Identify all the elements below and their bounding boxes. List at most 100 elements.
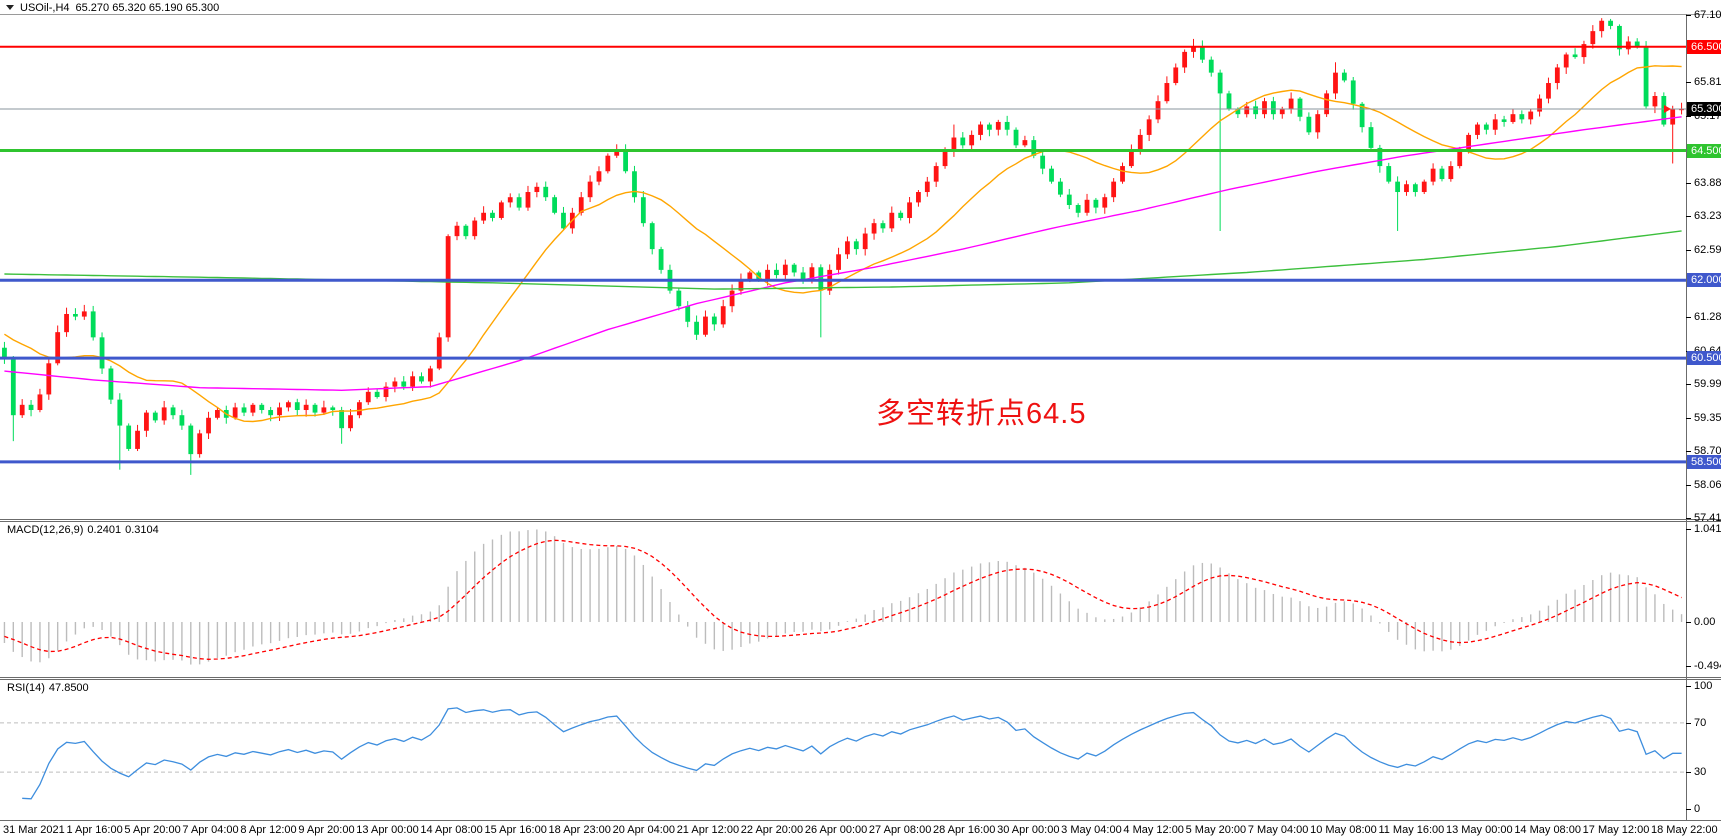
candle-body (179, 415, 185, 426)
candle-body (1608, 20, 1613, 26)
candle-body (1084, 199, 1090, 213)
candle-body (1235, 108, 1241, 115)
price-tick-label-tick (1686, 15, 1691, 16)
level-price-badge: 66.500 (1687, 40, 1721, 54)
candle-body (419, 376, 424, 382)
price-tick-label-tick (1686, 82, 1691, 83)
rsi-label-row: RSI(14) 47.8500 (7, 682, 93, 694)
symbol-dropdown-caret-icon[interactable] (6, 5, 14, 10)
time-axis-label: 30 Apr 00:00 (997, 824, 1060, 836)
candle-body (561, 212, 566, 229)
candle-body (747, 272, 753, 281)
price-tick-label-tick (1686, 116, 1691, 117)
candle-body (720, 306, 726, 325)
candle-body (632, 171, 637, 198)
candle-body (1412, 184, 1418, 193)
candle-body (614, 150, 620, 156)
price-tick-label-tick (1686, 518, 1691, 519)
price-tick-label: 61.285 (1694, 311, 1721, 323)
macd-indicator-canvas[interactable] (0, 521, 1686, 677)
candle-body (55, 332, 61, 364)
candle-body (1244, 106, 1250, 115)
time-axis[interactable]: 31 Mar 2021 1 Apr 16:00 5 Apr 20:00 7 Apr 0… (0, 822, 1721, 838)
candle-body (676, 290, 682, 307)
candle-body (969, 134, 975, 146)
candle-body (1146, 119, 1152, 135)
rsi-tick-label: 100 (1694, 680, 1713, 692)
chart-text-annotation[interactable]: 多空转折点64.5 (876, 398, 1087, 430)
price-tick-label: 58.705 (1694, 445, 1721, 457)
candle-body (782, 264, 788, 276)
price-tick-label: 63.880 (1694, 177, 1721, 189)
candle-body (1634, 41, 1640, 47)
time-axis-label: 31 Mar 2021 (3, 824, 65, 836)
candle-body (1350, 80, 1356, 104)
candle-body (427, 368, 433, 382)
candle-body (1377, 147, 1383, 167)
candle-body (1253, 106, 1259, 115)
candle-body (454, 225, 460, 237)
candle-body (392, 381, 398, 387)
candle-body (1333, 72, 1338, 94)
candle-body (410, 376, 416, 387)
candle-body (951, 137, 957, 151)
main-panel-bottom-border (0, 519, 1721, 520)
candle-body (1341, 72, 1347, 81)
candle-body (1501, 119, 1507, 122)
candle-body (552, 197, 558, 213)
ma-mid-line (4, 116, 1682, 392)
candle-body (144, 412, 149, 431)
rsi-tick-label-tick (1686, 809, 1691, 810)
time-axis-label: 7 May 04:00 (1247, 824, 1309, 836)
candle-body (1315, 114, 1321, 133)
candle-body (1155, 101, 1161, 120)
macd-value-signal: 0.3104 (125, 524, 159, 536)
candle-body (303, 404, 309, 411)
candle-body (960, 137, 966, 146)
candle-body (1262, 101, 1267, 115)
candle-body (1430, 168, 1436, 182)
candle-body (889, 212, 895, 229)
candle-body (268, 410, 274, 416)
main-panel-top-border (0, 14, 1721, 15)
candle-body (1510, 114, 1516, 122)
time-axis-label: 3 May 04:00 (1061, 824, 1122, 836)
main-chart-canvas[interactable] (0, 14, 1686, 519)
candle-body (1679, 108, 1684, 111)
time-axis-label: 27 Apr 08:00 (868, 824, 932, 836)
candle-body (1581, 44, 1587, 58)
candle-body (845, 241, 850, 255)
macd-signal-line (4, 539, 1682, 660)
candle-body (126, 425, 132, 449)
candle-body (481, 212, 487, 221)
price-tick-label-tick (1686, 216, 1691, 217)
candle-body (578, 197, 584, 213)
candle-body (215, 410, 220, 418)
price-tick-label: 63.235 (1694, 210, 1721, 222)
candle-body (1040, 155, 1046, 169)
candle-body (117, 399, 123, 426)
candle-body (37, 394, 43, 411)
time-axis-label: 21 Apr 12:00 (676, 824, 740, 836)
candle-body (1173, 67, 1179, 84)
macd-histogram (3, 529, 1683, 665)
candle-body (445, 236, 451, 338)
candle-body (1208, 59, 1214, 73)
candle-body (1590, 31, 1596, 45)
rsi-indicator-canvas[interactable] (0, 679, 1686, 820)
candle-body (1182, 51, 1188, 68)
candle-body (1279, 108, 1285, 115)
candle-body (916, 192, 921, 203)
macd-tick-label-tick (1686, 622, 1691, 623)
macd-label: MACD(12,26,9) (7, 524, 84, 536)
candle-body (188, 425, 194, 455)
price-tick-label-tick (1686, 317, 1691, 318)
candle-body (90, 311, 96, 338)
candle-body (774, 269, 779, 276)
candle-body (321, 407, 327, 413)
time-axis-label: 13 Apr 00:00 (356, 824, 419, 836)
price-tick-label: 58.060 (1694, 479, 1721, 491)
macd-panel-top-border (0, 521, 1721, 522)
candle-body (348, 415, 353, 429)
